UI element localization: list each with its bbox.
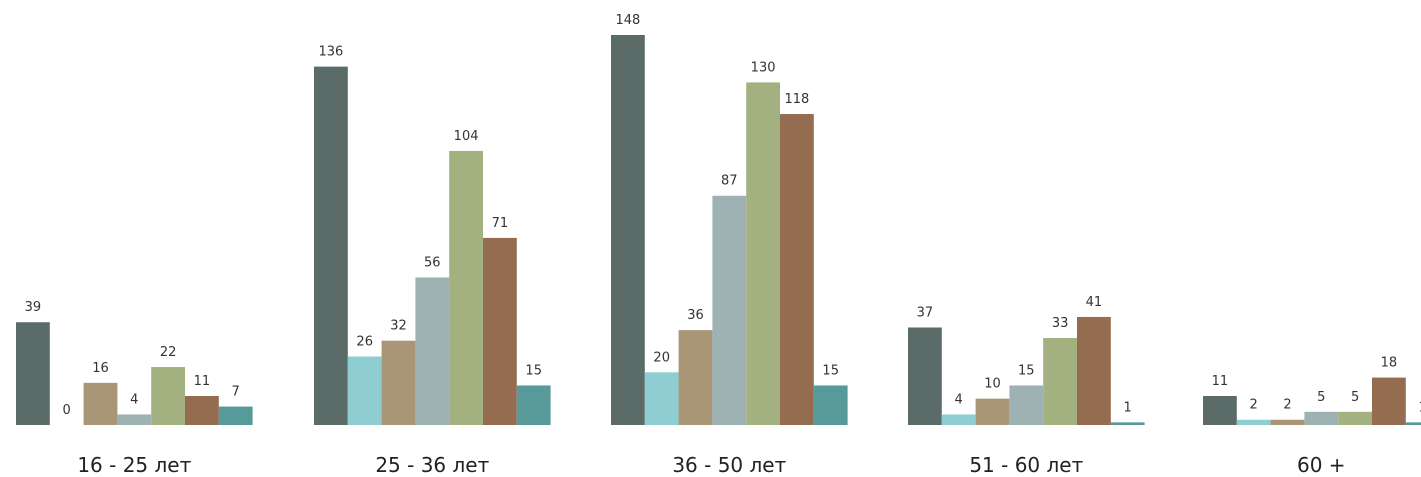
data-label: 10 <box>984 377 1001 392</box>
bar <box>1043 338 1077 425</box>
bar <box>185 396 219 425</box>
data-label: 104 <box>454 129 479 144</box>
data-label: 1 <box>1419 400 1421 415</box>
bar <box>611 35 645 425</box>
bar <box>483 237 517 425</box>
category-label: 51 - 60 лет <box>969 453 1083 477</box>
bar-group: 37 4 10 15 33 41 1 51 - 60 лет <box>908 295 1145 477</box>
data-label: 11 <box>194 374 211 389</box>
bar-group: 11 2 2 5 5 18 1 60 + <box>1203 356 1421 477</box>
data-label: 15 <box>822 363 839 378</box>
data-label: 118 <box>784 92 809 107</box>
data-label: 71 <box>492 216 509 231</box>
data-label: 2 <box>1283 398 1291 413</box>
bar <box>1077 316 1111 425</box>
bar <box>1372 377 1406 425</box>
data-label: 16 <box>92 361 109 376</box>
bar <box>151 367 185 425</box>
data-label: 1 <box>1124 400 1132 415</box>
data-label: 11 <box>1212 374 1229 389</box>
category-label: 16 - 25 лет <box>77 453 191 477</box>
data-label: 15 <box>525 363 542 378</box>
data-label: 7 <box>232 385 240 400</box>
category-label: 25 - 36 лет <box>375 453 489 477</box>
bar <box>1338 411 1372 425</box>
bar <box>780 114 814 426</box>
data-label: 0 <box>63 403 71 418</box>
data-label: 37 <box>917 306 934 321</box>
bar <box>678 330 713 425</box>
data-label: 33 <box>1052 316 1069 331</box>
bar <box>1009 385 1044 425</box>
data-label: 5 <box>1351 390 1359 405</box>
bar <box>975 398 1010 425</box>
data-label: 20 <box>653 350 670 365</box>
bar-group: 136 26 32 56 104 71 15 25 - 36 лет <box>314 45 551 477</box>
bar <box>16 322 50 425</box>
bar <box>516 385 551 425</box>
bar <box>117 414 152 425</box>
bar <box>1236 419 1271 425</box>
data-label: 22 <box>160 345 177 360</box>
bar <box>1405 422 1421 425</box>
category-label: 60 + <box>1297 453 1346 477</box>
data-label: 18 <box>1381 356 1398 371</box>
data-label: 4 <box>130 392 138 407</box>
bar <box>1110 422 1145 425</box>
bar <box>644 372 679 425</box>
data-label: 130 <box>751 60 776 75</box>
bar <box>1270 419 1305 425</box>
bar <box>908 327 942 425</box>
bar <box>1203 396 1237 425</box>
data-label: 148 <box>615 13 640 28</box>
data-label: 36 <box>687 308 704 323</box>
bar <box>1304 411 1339 425</box>
data-label: 56 <box>424 255 441 270</box>
bar <box>381 340 416 425</box>
data-label: 136 <box>318 45 343 60</box>
bar <box>314 66 348 426</box>
data-label: 4 <box>955 392 963 407</box>
data-label: 5 <box>1317 390 1325 405</box>
data-label: 39 <box>25 300 42 315</box>
bar <box>415 277 450 425</box>
data-label: 87 <box>721 174 738 189</box>
bar <box>746 82 780 426</box>
data-label: 2 <box>1250 398 1258 413</box>
bar-group: 39 0 16 4 22 11 7 16 - 25 лет <box>16 300 253 477</box>
data-label: 41 <box>1086 295 1103 310</box>
bar <box>813 385 848 425</box>
data-label: 15 <box>1018 363 1035 378</box>
bar <box>218 406 253 425</box>
bar <box>449 150 483 425</box>
data-label: 26 <box>356 334 373 349</box>
data-label: 32 <box>390 319 407 334</box>
bar <box>941 414 976 425</box>
bar <box>83 382 118 425</box>
bar <box>712 195 747 425</box>
bar-group: 148 20 36 87 130 118 15 36 - 50 лет <box>611 13 848 477</box>
bar <box>347 356 382 425</box>
category-label: 36 - 50 лет <box>672 453 786 477</box>
